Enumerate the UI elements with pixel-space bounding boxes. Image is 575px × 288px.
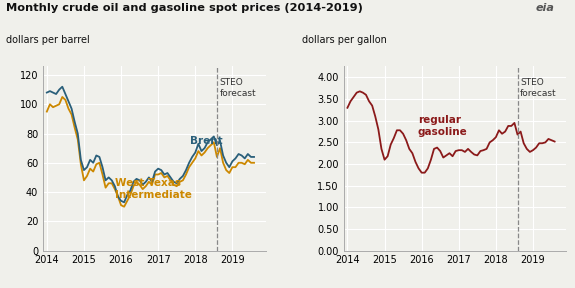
Text: Monthly crude oil and gasoline spot prices (2014-2019): Monthly crude oil and gasoline spot pric… <box>6 3 363 13</box>
Text: West Texas
Intermediate: West Texas Intermediate <box>116 178 193 200</box>
Text: dollars per gallon: dollars per gallon <box>302 35 387 45</box>
Text: dollars per barrel: dollars per barrel <box>6 35 90 45</box>
Text: STEO
forecast: STEO forecast <box>220 78 256 98</box>
Text: Brent: Brent <box>190 136 223 146</box>
Text: regular
gasoline: regular gasoline <box>418 115 467 137</box>
Text: STEO
forecast: STEO forecast <box>520 78 557 98</box>
Text: eia: eia <box>536 3 555 13</box>
